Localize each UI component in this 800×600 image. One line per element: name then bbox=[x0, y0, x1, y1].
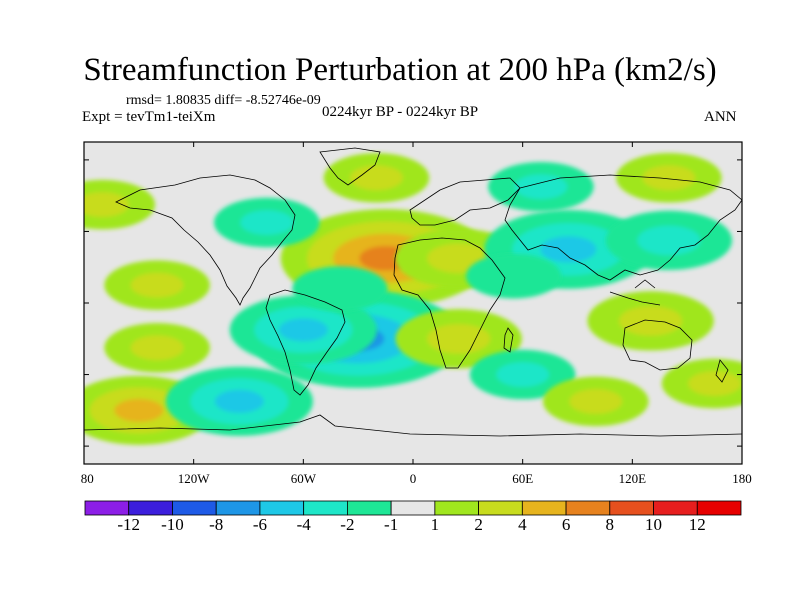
anomaly-center bbox=[616, 153, 722, 203]
colorbar-label: 12 bbox=[688, 515, 706, 534]
lon-tick-label: 180 bbox=[80, 471, 94, 486]
anomaly-center bbox=[542, 376, 649, 427]
colorbar-swatch bbox=[128, 500, 173, 516]
coastlines bbox=[84, 147, 742, 437]
contour-band bbox=[350, 165, 403, 191]
experiment-label: Expt = tevTm1-teiXm bbox=[82, 109, 216, 125]
streamfunction-map: 80N40N040S80S 180 120W 60W 0 60E 120E 180 bbox=[80, 141, 752, 486]
anomaly-center bbox=[395, 309, 522, 369]
colorbar-label: -12 bbox=[117, 515, 141, 534]
contour-band bbox=[114, 398, 164, 422]
contour-band bbox=[514, 174, 568, 200]
anomaly-center bbox=[104, 322, 210, 373]
contour-band bbox=[240, 210, 294, 235]
lon-tick-label: 60E bbox=[512, 471, 533, 486]
colorbar bbox=[84, 500, 742, 516]
coastline-asia bbox=[504, 174, 742, 281]
colorbar-swatch bbox=[696, 500, 742, 516]
colorbar-swatch bbox=[346, 500, 392, 516]
anomaly-center bbox=[661, 358, 742, 409]
colorbar-swatch bbox=[84, 500, 130, 516]
anomaly-center bbox=[488, 161, 594, 212]
coastline-africa bbox=[393, 237, 506, 369]
contour-band bbox=[496, 362, 550, 387]
lon-tick-label: 180 bbox=[732, 471, 752, 486]
coastline-antarctica bbox=[84, 414, 742, 437]
lat-axis: 80N40N040S80S bbox=[84, 159, 742, 447]
colorbar-swatch bbox=[609, 500, 654, 516]
contour-band bbox=[130, 335, 184, 361]
colorbar-label: -6 bbox=[252, 515, 267, 534]
colorbar-label: -4 bbox=[296, 515, 311, 534]
coastline-south-america bbox=[265, 289, 346, 396]
contour-band bbox=[130, 272, 184, 298]
anomaly-center bbox=[323, 153, 430, 203]
colorbar-swatch bbox=[565, 500, 611, 516]
anomaly-center bbox=[213, 197, 320, 248]
colorbar-label: 4 bbox=[518, 515, 527, 534]
colorbar-swatch bbox=[303, 500, 348, 516]
colorbar-swatch bbox=[521, 500, 567, 516]
anomaly-center bbox=[165, 366, 313, 436]
colorbar-label: -2 bbox=[340, 515, 355, 534]
contour-band bbox=[642, 165, 696, 191]
colorbar-label: 10 bbox=[645, 515, 663, 534]
contour-band bbox=[637, 225, 701, 256]
colorbar-label: -8 bbox=[209, 515, 224, 534]
colorbar-swatch bbox=[259, 500, 305, 516]
coastline-indonesia bbox=[609, 279, 661, 306]
colorbar-label: 8 bbox=[605, 515, 615, 534]
colorbar-label: -10 bbox=[161, 515, 184, 534]
rmsd-stats: rmsd= 1.80835 diff= -8.52746e-09 bbox=[126, 93, 321, 108]
colorbar-swatch bbox=[215, 500, 261, 516]
colorbar-swatch bbox=[390, 500, 436, 516]
anomaly-center bbox=[605, 210, 733, 271]
anomaly-center bbox=[469, 349, 576, 400]
colorbar-label: 2 bbox=[474, 515, 483, 534]
lon-tick-label: 120E bbox=[619, 471, 647, 486]
contour-band bbox=[292, 266, 388, 312]
coastline-australia bbox=[622, 319, 693, 371]
contour-band bbox=[465, 253, 562, 299]
coastline-europe bbox=[409, 177, 521, 226]
contour-band bbox=[84, 192, 129, 217]
contour-band bbox=[427, 323, 491, 354]
coastline-new-zealand bbox=[715, 359, 729, 383]
anomaly-field bbox=[84, 153, 742, 445]
anomaly-center bbox=[292, 266, 388, 312]
coastline-madagascar bbox=[503, 327, 514, 353]
period-label: 0224kyr BP - 0224kyr BP bbox=[322, 104, 479, 120]
contour-band bbox=[278, 318, 328, 342]
lon-tick-label: 0 bbox=[410, 471, 417, 486]
anomaly-center bbox=[229, 295, 377, 365]
contour-band bbox=[688, 371, 741, 396]
lon-axis: 180 120W 60W 0 60E 120E 180 bbox=[80, 142, 752, 486]
colorbar-label: -1 bbox=[384, 515, 399, 534]
contour-band bbox=[540, 236, 597, 263]
colorbar-swatch bbox=[478, 500, 523, 516]
contour-band bbox=[569, 389, 623, 414]
anomaly-center bbox=[84, 179, 156, 230]
anomaly-center bbox=[465, 253, 562, 299]
map-title: Streamfunction Perturbation at 200 hPa (… bbox=[83, 52, 717, 88]
colorbar-label: 1 bbox=[430, 515, 440, 534]
anomaly-center bbox=[104, 260, 210, 310]
lon-tick-label: 60W bbox=[291, 471, 317, 486]
coastline-north-america bbox=[115, 174, 296, 306]
colorbar-label: 6 bbox=[561, 515, 571, 534]
colorbar-swatch bbox=[434, 500, 480, 516]
colorbar-swatch bbox=[653, 500, 698, 516]
colorbar-swatch bbox=[172, 500, 217, 516]
season-label: ANN bbox=[704, 109, 737, 125]
coastline-greenland bbox=[319, 147, 381, 186]
contour-band bbox=[214, 389, 264, 413]
lon-tick-label: 120W bbox=[178, 471, 211, 486]
